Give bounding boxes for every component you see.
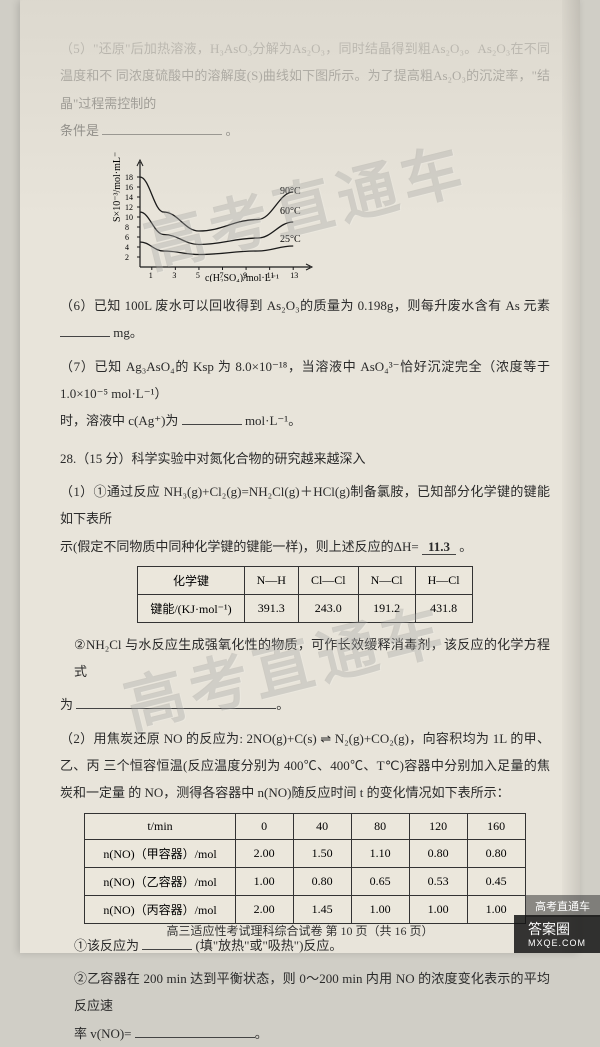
q28-p1-2b: 为 。 bbox=[60, 691, 550, 718]
q28-p1-2-blank bbox=[76, 695, 276, 709]
q7-unit: mol·L⁻¹。 bbox=[245, 413, 301, 428]
svg-text:12: 12 bbox=[125, 203, 133, 212]
data-val: 1.45 bbox=[293, 895, 351, 923]
svg-text:10: 10 bbox=[125, 213, 133, 222]
q28-p2-q1b: (填"放热"或"吸热")反应。 bbox=[196, 938, 343, 953]
data-val: 0.65 bbox=[351, 867, 409, 895]
page-shadow bbox=[562, 0, 580, 953]
corner-badge: 答案圈 MXQE.COM bbox=[514, 915, 600, 953]
svg-text:S×10⁻³/mol·mL⁻¹: S×10⁻³/mol·mL⁻¹ bbox=[112, 152, 123, 222]
q5-text: （5）"还原"后加热溶液，H₃AsO₃分解为As₂O₃，同时结晶得到粗As₂O₃… bbox=[60, 35, 550, 144]
data-th: t/min bbox=[85, 813, 235, 839]
svg-text:14: 14 bbox=[125, 193, 133, 202]
bond-th: Cl—Cl bbox=[298, 566, 358, 594]
exam-page: （5）"还原"后加热溶液，H₃AsO₃分解为As₂O₃，同时结晶得到粗As₂O₃… bbox=[20, 0, 580, 953]
q28-p1-period: 。 bbox=[459, 539, 472, 554]
corner-watermark-small: 高考直通车 bbox=[525, 895, 600, 917]
bond-energy-table: 化学键N—HCl—ClN—ClH—Cl 键能/(KJ·mol⁻¹)391.3243… bbox=[137, 566, 472, 623]
q7-l2: 时，溶液中 c(Ag⁺)为 bbox=[60, 413, 178, 428]
svg-text:3: 3 bbox=[172, 271, 176, 280]
svg-text:18: 18 bbox=[125, 173, 133, 182]
data-row-label: n(NO)（甲容器）/mol bbox=[85, 839, 235, 867]
q28-p1-2-text: ②NH₂Cl 与水反应生成强氧化性的物质，可作长效缓释消毒剂，该反应的化学方程式 bbox=[74, 637, 550, 679]
q28-intro: 28.（15 分）科学实验中对氮化合物的研究越来越深入 bbox=[60, 445, 550, 472]
data-val: 1.00 bbox=[235, 867, 293, 895]
data-th: 120 bbox=[409, 813, 467, 839]
q28-p2-q2-blank bbox=[135, 1024, 255, 1038]
data-val: 1.50 bbox=[293, 839, 351, 867]
q28-p2-l3: 的 NO，测得各容器中 n(NO)随反应时间 t 的变化情况如下表所示： bbox=[128, 785, 509, 800]
svg-text:2: 2 bbox=[125, 253, 129, 262]
bond-th: 化学键 bbox=[138, 566, 244, 594]
no-data-table: t/min04080120160n(NO)（甲容器）/mol2.001.501.… bbox=[84, 813, 525, 924]
data-val: 2.00 bbox=[235, 895, 293, 923]
data-th: 80 bbox=[351, 813, 409, 839]
q6-l1: （6）已知 100L 废水可以回收得到 As₂O₃的质量为 0.198g，则每升… bbox=[60, 298, 550, 313]
badge-sub: MXQE.COM bbox=[528, 938, 586, 949]
data-val: 1.10 bbox=[351, 839, 409, 867]
q28-p1-l1: （1）①通过反应 NH₃(g)+Cl₂(g)=NH₂Cl(g)＋HCl(g)制备… bbox=[60, 484, 550, 526]
q5-blank bbox=[102, 121, 222, 135]
q28-p2-q2b: 率 v(NO)= bbox=[74, 1026, 132, 1041]
data-val: 0.53 bbox=[409, 867, 467, 895]
q28-hand-value: 11.3 bbox=[422, 539, 456, 555]
svg-text:6: 6 bbox=[125, 233, 129, 242]
data-th: 40 bbox=[293, 813, 351, 839]
data-val: 0.80 bbox=[293, 867, 351, 895]
svg-text:c(H₂SO₄)/mol·L⁻¹: c(H₂SO₄)/mol·L⁻¹ bbox=[205, 273, 279, 282]
data-val: 0.80 bbox=[409, 839, 467, 867]
svg-text:25°C: 25°C bbox=[280, 234, 301, 245]
q28-p1-2: ②NH₂Cl 与水反应生成强氧化性的物质，可作长效缓释消毒剂，该反应的化学方程式 bbox=[60, 631, 550, 686]
bond-th: H—Cl bbox=[415, 566, 472, 594]
q7-blank bbox=[182, 411, 242, 425]
svg-text:90°C: 90°C bbox=[280, 186, 301, 197]
svg-text:8: 8 bbox=[125, 223, 129, 232]
q7-text: （7）已知 Ag₃AsO₄的 Ksp 为 8.0×10⁻¹⁸，当溶液中 AsO₄… bbox=[60, 353, 550, 435]
bond-val: 391.3 bbox=[244, 594, 298, 622]
data-row-label: n(NO)（乙容器）/mol bbox=[85, 867, 235, 895]
svg-text:1: 1 bbox=[149, 271, 153, 280]
q28-p1-2b-label: 为 bbox=[60, 697, 73, 712]
bond-val: 191.2 bbox=[358, 594, 415, 622]
q28-p1: （1）①通过反应 NH₃(g)+Cl₂(g)=NH₂Cl(g)＋HCl(g)制备… bbox=[60, 478, 550, 560]
svg-text:16: 16 bbox=[125, 183, 133, 192]
q28-p2-q1a: ①该反应为 bbox=[74, 938, 139, 953]
bond-th: N—H bbox=[244, 566, 298, 594]
svg-text:60°C: 60°C bbox=[280, 206, 301, 217]
data-val: 0.45 bbox=[467, 867, 525, 895]
q6-blank bbox=[60, 323, 110, 337]
bond-val: 431.8 bbox=[415, 594, 472, 622]
bond-row-label: 键能/(KJ·mol⁻¹) bbox=[138, 594, 244, 622]
badge-main: 答案圈 bbox=[528, 921, 570, 937]
q6-text: （6）已知 100L 废水可以回收得到 As₂O₃的质量为 0.198g，则每升… bbox=[60, 292, 550, 347]
data-val: 1.00 bbox=[409, 895, 467, 923]
q28-p2-q2: ②乙容器在 200 min 达到平衡状态，则 0～200 min 内用 NO 的… bbox=[60, 965, 550, 1047]
svg-text:4: 4 bbox=[125, 243, 129, 252]
svg-text:13: 13 bbox=[290, 271, 298, 280]
q7-l1: （7）已知 Ag₃AsO₄的 Ksp 为 8.0×10⁻¹⁸，当溶液中 AsO₄… bbox=[60, 359, 550, 401]
q28-p2: （2）用焦炭还原 NO 的反应为: 2NO(g)+C(s) ⇌ N₂(g)+CO… bbox=[60, 725, 550, 807]
q5-l2: 同浓度硫酸中的溶解度(S)曲线如下图所示。为了提高粗As₂O₃的沉淀率，"结晶"… bbox=[60, 68, 550, 110]
data-val: 0.80 bbox=[467, 839, 525, 867]
q28-p2-q2a: ②乙容器在 200 min 达到平衡状态，则 0～200 min 内用 NO 的… bbox=[74, 971, 550, 1013]
solubility-chart: 24681012141618 135791113 90°C 60°C 25°C … bbox=[110, 152, 330, 282]
q5-period: 。 bbox=[226, 123, 239, 138]
q5-l3: 条件是 bbox=[60, 123, 99, 138]
q6-unit: mg。 bbox=[113, 325, 143, 340]
data-val: 2.00 bbox=[235, 839, 293, 867]
data-val: 1.00 bbox=[351, 895, 409, 923]
svg-text:5: 5 bbox=[196, 271, 200, 280]
q28-p1-l2: 示(假定不同物质中同种化学键的键能一样)，则上述反应的ΔH= bbox=[60, 539, 419, 554]
bond-val: 243.0 bbox=[298, 594, 358, 622]
bond-th: N—Cl bbox=[358, 566, 415, 594]
data-row-label: n(NO)（丙容器）/mol bbox=[85, 895, 235, 923]
data-th: 0 bbox=[235, 813, 293, 839]
data-th: 160 bbox=[467, 813, 525, 839]
page-footer: 高三适应性考试理科综合试卷 第 10 页（共 16 页） bbox=[20, 922, 580, 939]
